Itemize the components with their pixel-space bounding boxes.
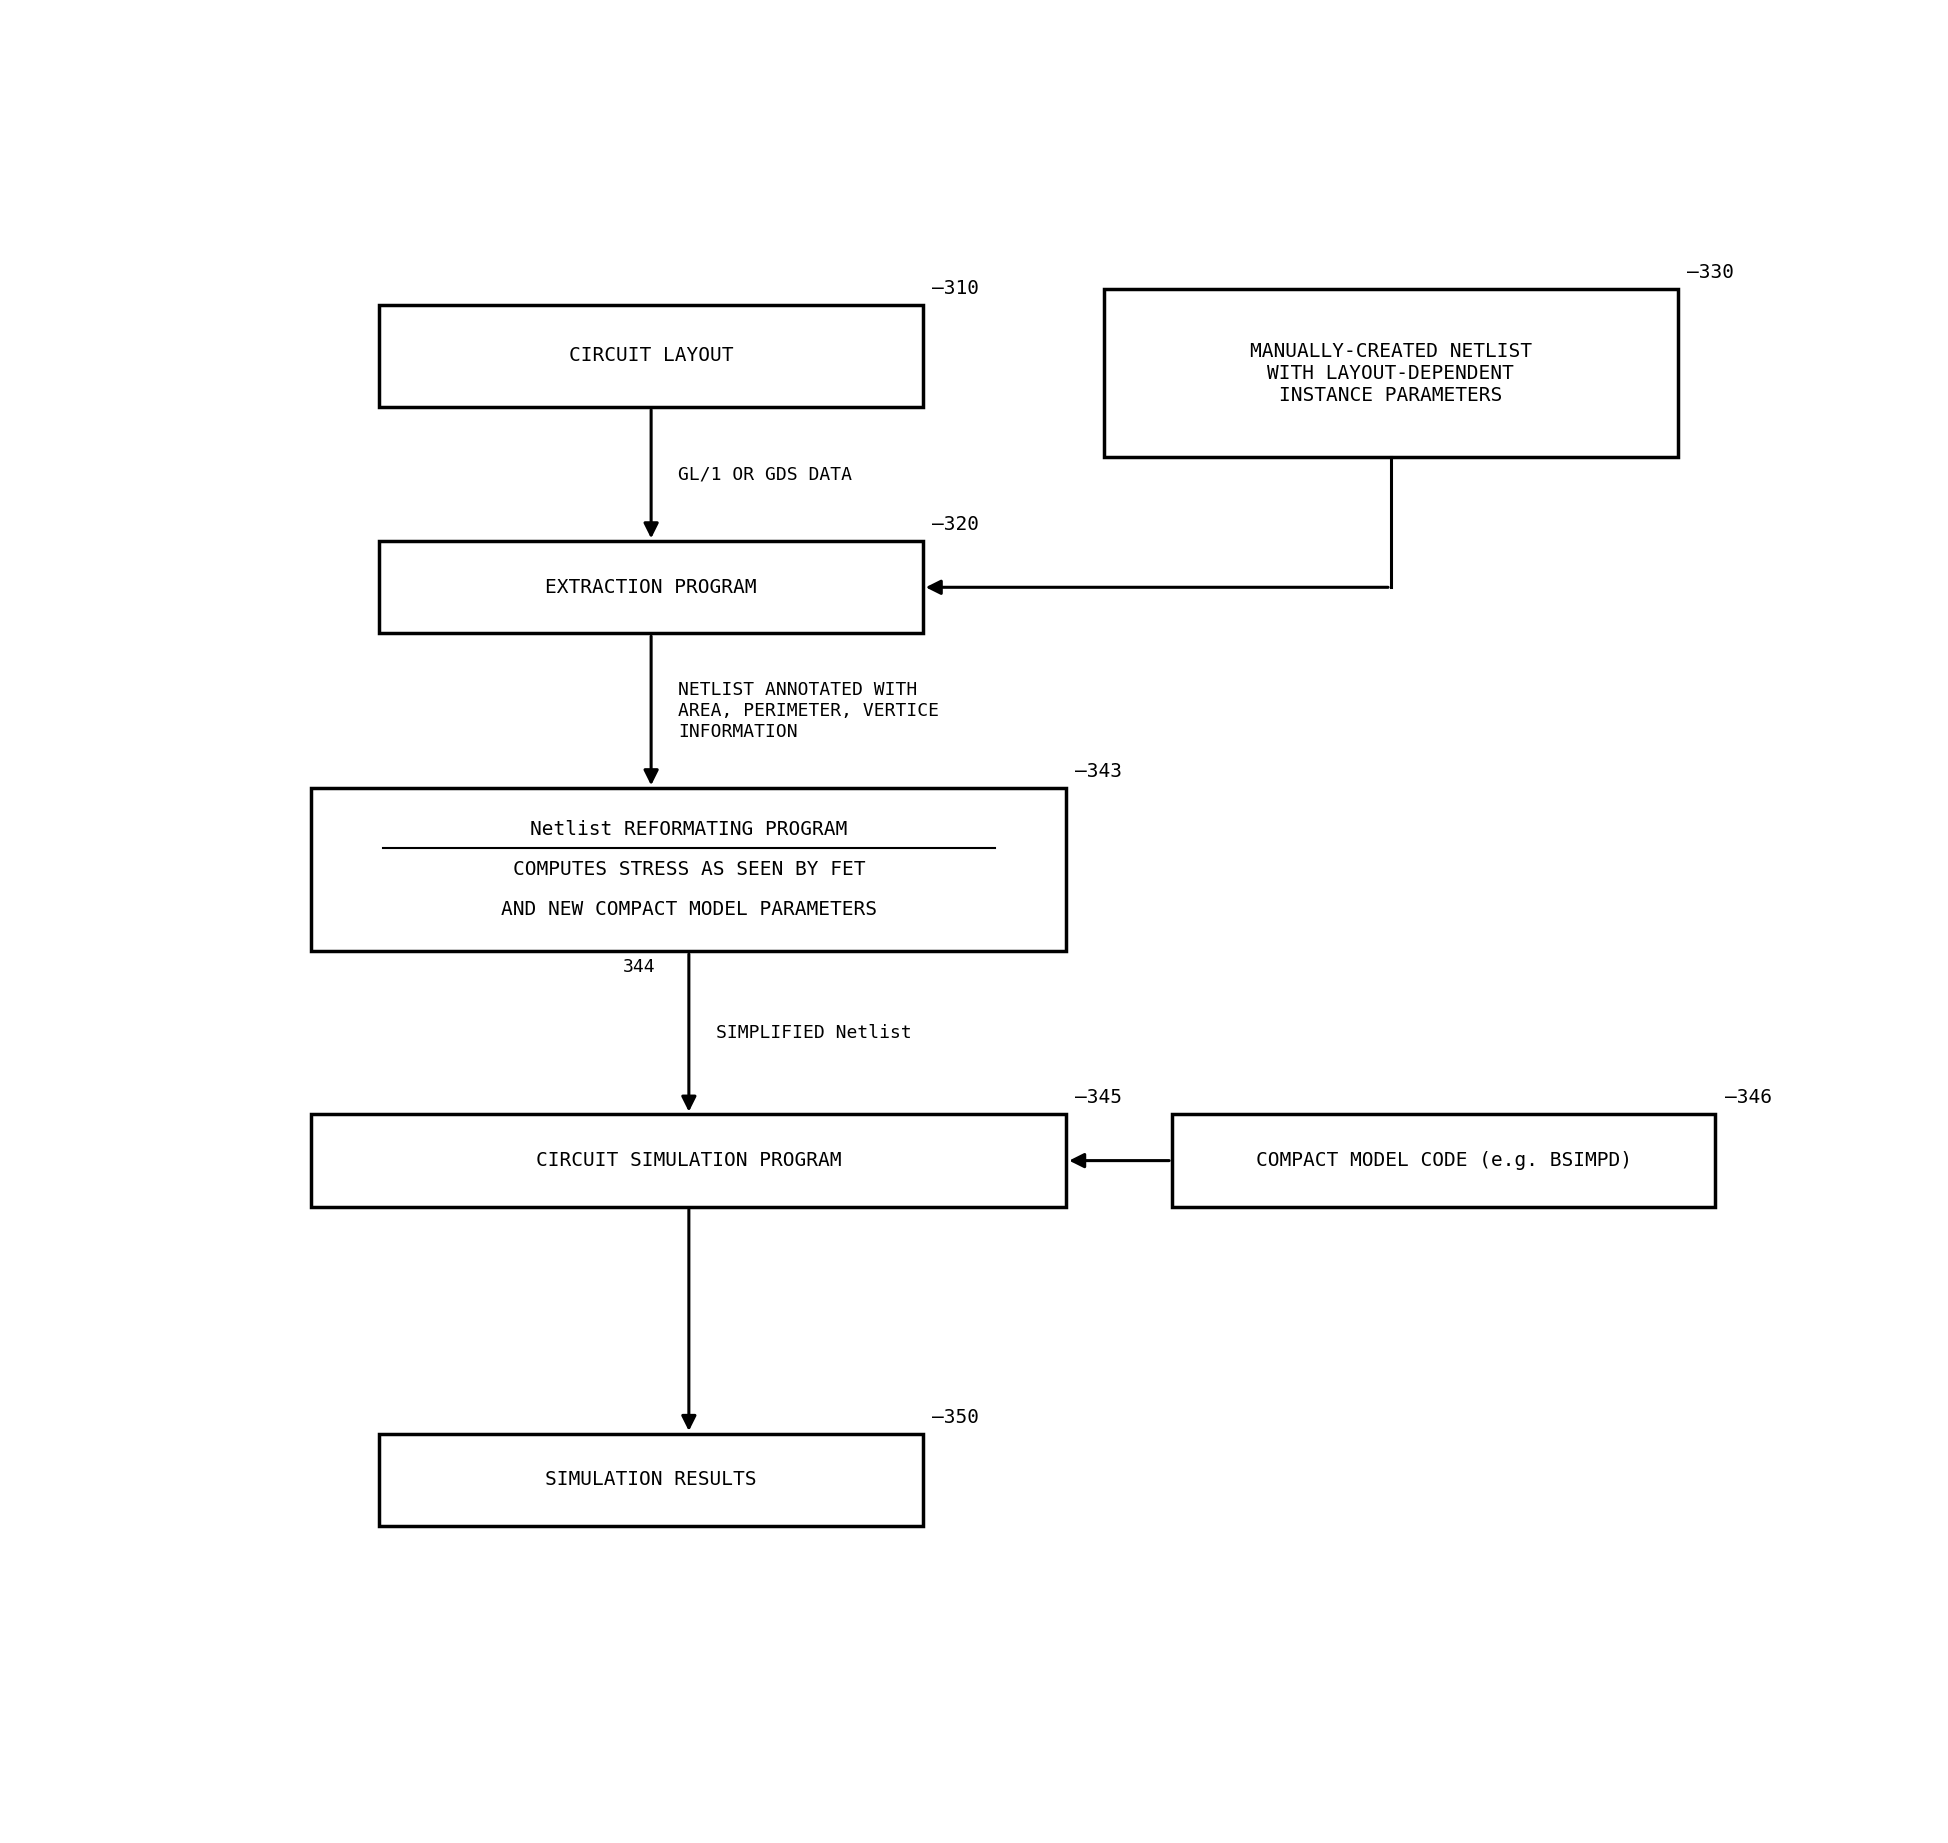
Text: CIRCUIT SIMULATION PROGRAM: CIRCUIT SIMULATION PROGRAM (536, 1152, 842, 1170)
Text: AND NEW COMPACT MODEL PARAMETERS: AND NEW COMPACT MODEL PARAMETERS (501, 899, 877, 920)
FancyBboxPatch shape (380, 304, 923, 407)
Text: —320: —320 (931, 514, 980, 534)
Text: —310: —310 (931, 278, 980, 299)
Text: EXTRACTION PROGRAM: EXTRACTION PROGRAM (545, 579, 758, 597)
FancyBboxPatch shape (380, 542, 923, 634)
FancyBboxPatch shape (1105, 289, 1677, 457)
Text: SIMULATION RESULTS: SIMULATION RESULTS (545, 1471, 758, 1489)
FancyBboxPatch shape (312, 789, 1066, 951)
Text: —343: —343 (1075, 761, 1122, 781)
Text: —345: —345 (1075, 1089, 1122, 1108)
FancyBboxPatch shape (380, 1434, 923, 1526)
Text: COMPACT MODEL CODE (e.g. BSIMPD): COMPACT MODEL CODE (e.g. BSIMPD) (1256, 1152, 1632, 1170)
Text: SIMPLIFIED Netlist: SIMPLIFIED Netlist (717, 1025, 912, 1041)
FancyBboxPatch shape (312, 1115, 1066, 1207)
FancyBboxPatch shape (1173, 1115, 1716, 1207)
Text: —350: —350 (931, 1408, 980, 1426)
Text: NETLIST ANNOTATED WITH
AREA, PERIMETER, VERTICE
INFORMATION: NETLIST ANNOTATED WITH AREA, PERIMETER, … (678, 680, 939, 741)
Text: —346: —346 (1724, 1089, 1771, 1108)
Text: 344: 344 (623, 958, 656, 977)
Text: COMPUTES STRESS AS SEEN BY FET: COMPUTES STRESS AS SEEN BY FET (512, 861, 865, 879)
Text: Netlist REFORMATING PROGRAM: Netlist REFORMATING PROGRAM (530, 820, 847, 839)
Text: MANUALLY-CREATED NETLIST
WITH LAYOUT-DEPENDENT
INSTANCE PARAMETERS: MANUALLY-CREATED NETLIST WITH LAYOUT-DEP… (1251, 341, 1531, 404)
Text: GL/1 OR GDS DATA: GL/1 OR GDS DATA (678, 464, 853, 483)
Text: CIRCUIT LAYOUT: CIRCUIT LAYOUT (569, 346, 732, 365)
Text: —330: —330 (1687, 264, 1734, 282)
